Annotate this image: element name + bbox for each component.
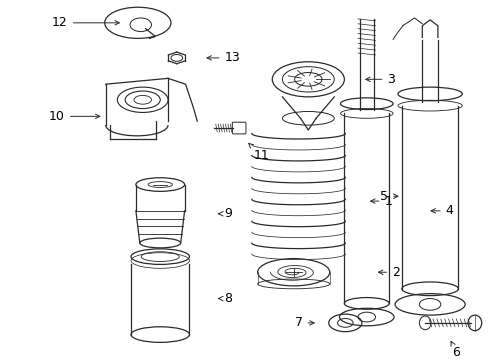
- Text: 12: 12: [52, 16, 120, 29]
- Text: 10: 10: [49, 110, 100, 123]
- Text: 11: 11: [249, 143, 270, 162]
- Text: 8: 8: [219, 292, 232, 305]
- Text: 1: 1: [370, 195, 392, 208]
- Text: 5: 5: [380, 190, 398, 203]
- Text: 2: 2: [378, 266, 400, 279]
- Text: 7: 7: [294, 316, 314, 329]
- Text: 4: 4: [431, 204, 454, 217]
- Text: 13: 13: [207, 51, 240, 64]
- Text: 9: 9: [219, 207, 232, 220]
- Text: 3: 3: [366, 73, 395, 86]
- Text: 6: 6: [451, 341, 460, 359]
